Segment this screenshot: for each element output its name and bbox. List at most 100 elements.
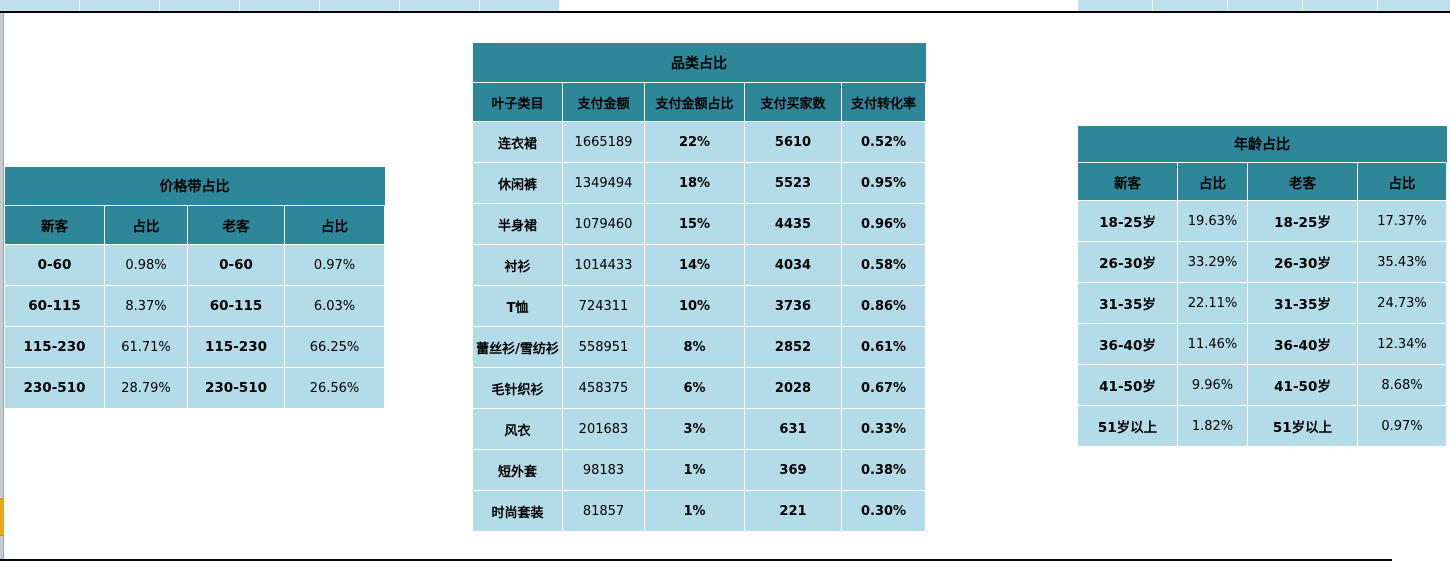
- cell-leaf-category[interactable]: 连衣裙: [473, 122, 563, 163]
- spreadsheet-column-cell[interactable]: [1153, 0, 1228, 11]
- cell-conversion-rate[interactable]: 0.52%: [842, 122, 927, 163]
- cell-old-band[interactable]: 230-510: [188, 368, 285, 409]
- cell-buyer-count[interactable]: 221: [745, 491, 842, 532]
- cell-payment-amount[interactable]: 1079460: [563, 204, 645, 245]
- cell-old-share[interactable]: 26.56%: [285, 368, 385, 409]
- cell-new-share[interactable]: 8.37%: [105, 286, 188, 327]
- vertical-scrollbar-thumb[interactable]: [0, 498, 4, 536]
- cell-new-share[interactable]: 33.29%: [1178, 242, 1248, 283]
- cell-leaf-category[interactable]: 短外套: [473, 450, 563, 491]
- cell-new-age-group[interactable]: 18-25岁: [1078, 201, 1178, 242]
- cell-payment-amount[interactable]: 81857: [563, 491, 645, 532]
- spreadsheet-column-cell[interactable]: [1303, 0, 1378, 11]
- column-header-new-share[interactable]: 占比: [1178, 163, 1248, 201]
- cell-old-share[interactable]: 8.68%: [1358, 365, 1447, 406]
- spreadsheet-column-cell[interactable]: [160, 0, 240, 11]
- spreadsheet-column-cell[interactable]: [1078, 0, 1153, 11]
- vertical-scrollbar-track[interactable]: [0, 13, 4, 561]
- cell-leaf-category[interactable]: 蕾丝衫/雪纺衫: [473, 327, 563, 368]
- cell-leaf-category[interactable]: 半身裙: [473, 204, 563, 245]
- cell-payment-share[interactable]: 8%: [645, 327, 745, 368]
- column-header-old-share[interactable]: 占比: [285, 206, 385, 245]
- cell-payment-amount[interactable]: 458375: [563, 368, 645, 409]
- cell-payment-share[interactable]: 1%: [645, 491, 745, 532]
- cell-leaf-category[interactable]: T恤: [473, 286, 563, 327]
- column-header-payment-amount[interactable]: 支付金额: [563, 83, 645, 122]
- cell-conversion-rate[interactable]: 0.30%: [842, 491, 927, 532]
- cell-new-band[interactable]: 60-115: [5, 286, 105, 327]
- cell-old-age-group[interactable]: 41-50岁: [1248, 365, 1358, 406]
- cell-buyer-count[interactable]: 369: [745, 450, 842, 491]
- column-header-payment-share[interactable]: 支付金额占比: [645, 83, 745, 122]
- cell-payment-amount[interactable]: 724311: [563, 286, 645, 327]
- cell-buyer-count[interactable]: 5523: [745, 163, 842, 204]
- cell-leaf-category[interactable]: 时尚套装: [473, 491, 563, 532]
- cell-old-share[interactable]: 0.97%: [1358, 406, 1447, 447]
- cell-new-share[interactable]: 22.11%: [1178, 283, 1248, 324]
- cell-old-age-group[interactable]: 18-25岁: [1248, 201, 1358, 242]
- cell-new-age-group[interactable]: 36-40岁: [1078, 324, 1178, 365]
- cell-payment-share[interactable]: 3%: [645, 409, 745, 450]
- cell-old-share[interactable]: 66.25%: [285, 327, 385, 368]
- cell-new-share[interactable]: 0.98%: [105, 245, 188, 286]
- cell-buyer-count[interactable]: 2028: [745, 368, 842, 409]
- cell-new-share[interactable]: 19.63%: [1178, 201, 1248, 242]
- cell-payment-share[interactable]: 15%: [645, 204, 745, 245]
- column-header-new-customer[interactable]: 新客: [5, 206, 105, 245]
- cell-old-share[interactable]: 35.43%: [1358, 242, 1447, 283]
- cell-conversion-rate[interactable]: 0.58%: [842, 245, 927, 286]
- cell-new-share[interactable]: 61.71%: [105, 327, 188, 368]
- cell-new-share[interactable]: 1.82%: [1178, 406, 1248, 447]
- column-header-old-customer[interactable]: 老客: [1248, 163, 1358, 201]
- spreadsheet-column-cell[interactable]: [320, 0, 400, 11]
- cell-payment-amount[interactable]: 98183: [563, 450, 645, 491]
- cell-old-band[interactable]: 60-115: [188, 286, 285, 327]
- cell-conversion-rate[interactable]: 0.33%: [842, 409, 927, 450]
- cell-conversion-rate[interactable]: 0.95%: [842, 163, 927, 204]
- column-header-new-share[interactable]: 占比: [105, 206, 188, 245]
- column-header-old-customer[interactable]: 老客: [188, 206, 285, 245]
- cell-leaf-category[interactable]: 休闲裤: [473, 163, 563, 204]
- cell-payment-share[interactable]: 1%: [645, 450, 745, 491]
- cell-new-share[interactable]: 9.96%: [1178, 365, 1248, 406]
- cell-conversion-rate[interactable]: 0.61%: [842, 327, 927, 368]
- column-header-conversion-rate[interactable]: 支付转化率: [842, 83, 927, 122]
- cell-old-share[interactable]: 17.37%: [1358, 201, 1447, 242]
- spreadsheet-column-cell[interactable]: [1228, 0, 1303, 11]
- cell-leaf-category[interactable]: 衬衫: [473, 245, 563, 286]
- cell-old-age-group[interactable]: 51岁以上: [1248, 406, 1358, 447]
- cell-conversion-rate[interactable]: 0.96%: [842, 204, 927, 245]
- cell-payment-amount[interactable]: 201683: [563, 409, 645, 450]
- cell-payment-amount[interactable]: 1665189: [563, 122, 645, 163]
- cell-new-band[interactable]: 115-230: [5, 327, 105, 368]
- cell-buyer-count[interactable]: 5610: [745, 122, 842, 163]
- cell-payment-amount[interactable]: 558951: [563, 327, 645, 368]
- cell-buyer-count[interactable]: 4435: [745, 204, 842, 245]
- cell-new-band[interactable]: 230-510: [5, 368, 105, 409]
- cell-leaf-category[interactable]: 风衣: [473, 409, 563, 450]
- cell-old-age-group[interactable]: 26-30岁: [1248, 242, 1358, 283]
- cell-old-band[interactable]: 115-230: [188, 327, 285, 368]
- cell-conversion-rate[interactable]: 0.86%: [842, 286, 927, 327]
- column-header-buyer-count[interactable]: 支付买家数: [745, 83, 842, 122]
- cell-old-band[interactable]: 0-60: [188, 245, 285, 286]
- spreadsheet-column-cell[interactable]: [240, 0, 320, 11]
- cell-new-age-group[interactable]: 26-30岁: [1078, 242, 1178, 283]
- column-header-leaf-category[interactable]: 叶子类目: [473, 83, 563, 122]
- cell-payment-amount[interactable]: 1349494: [563, 163, 645, 204]
- cell-conversion-rate[interactable]: 0.38%: [842, 450, 927, 491]
- column-header-new-customer[interactable]: 新客: [1078, 163, 1178, 201]
- cell-leaf-category[interactable]: 毛针织衫: [473, 368, 563, 409]
- cell-new-age-group[interactable]: 41-50岁: [1078, 365, 1178, 406]
- spreadsheet-column-cell[interactable]: [80, 0, 160, 11]
- cell-payment-share[interactable]: 18%: [645, 163, 745, 204]
- spreadsheet-column-cell[interactable]: [480, 0, 560, 11]
- spreadsheet-column-cell[interactable]: [1378, 0, 1450, 11]
- cell-conversion-rate[interactable]: 0.67%: [842, 368, 927, 409]
- spreadsheet-column-cell[interactable]: [400, 0, 480, 11]
- cell-new-age-group[interactable]: 31-35岁: [1078, 283, 1178, 324]
- cell-old-share[interactable]: 6.03%: [285, 286, 385, 327]
- cell-old-age-group[interactable]: 31-35岁: [1248, 283, 1358, 324]
- column-header-old-share[interactable]: 占比: [1358, 163, 1447, 201]
- cell-payment-amount[interactable]: 1014433: [563, 245, 645, 286]
